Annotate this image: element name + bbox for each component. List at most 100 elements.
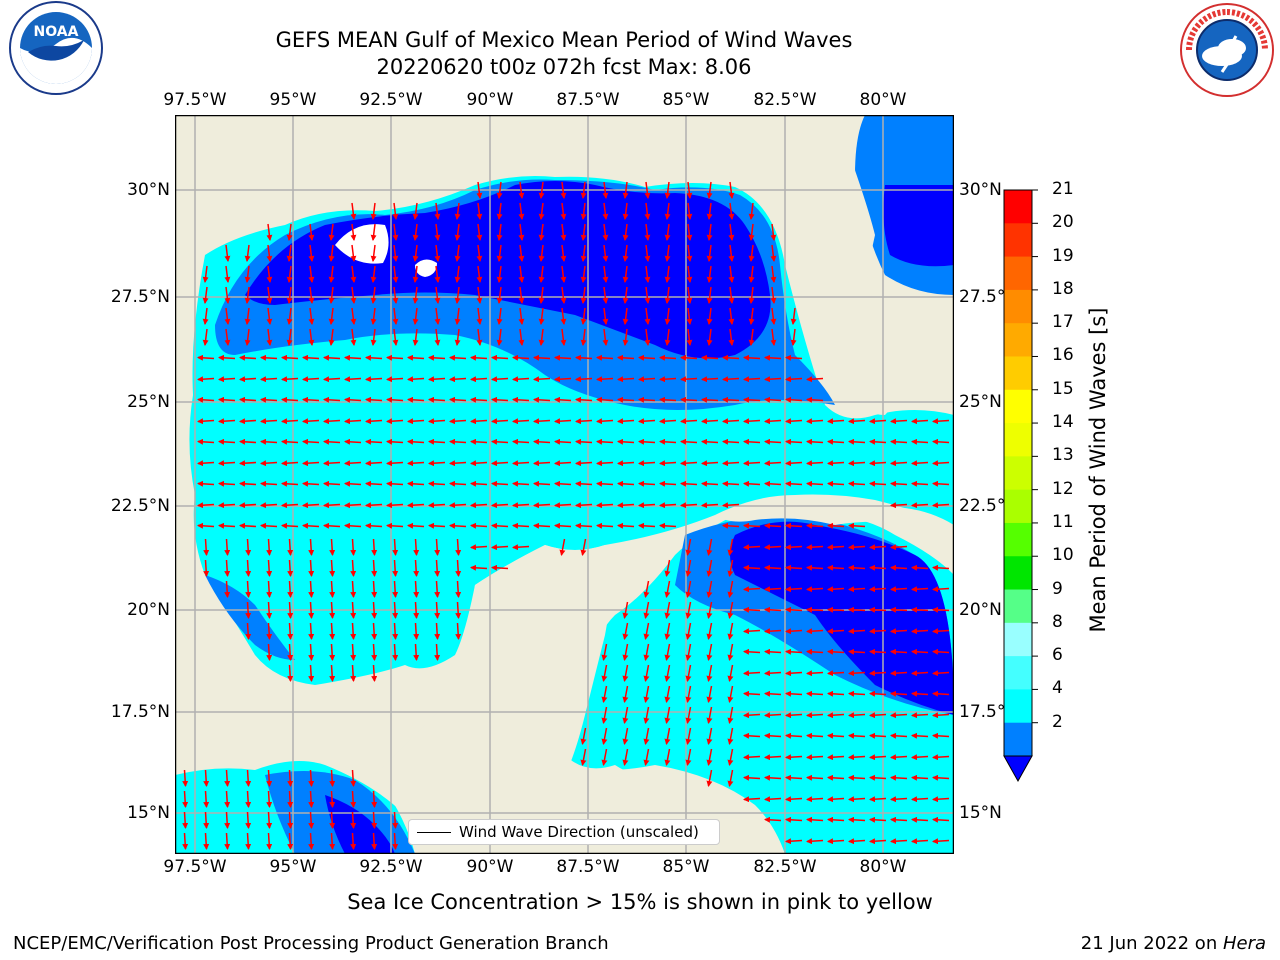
wind-arrow xyxy=(806,774,824,781)
wind-arrow xyxy=(911,816,929,823)
wind-arrow xyxy=(533,522,551,529)
wind-arrow xyxy=(491,480,509,487)
wind-arrow xyxy=(575,396,593,403)
colorbar-segment xyxy=(1004,722,1032,757)
colorbar-segment xyxy=(1004,489,1032,524)
wind-arrow xyxy=(224,559,231,577)
wind-arrow xyxy=(302,522,320,529)
wind-arrow xyxy=(785,754,803,761)
wind-arrow xyxy=(827,648,845,655)
wind-arrow xyxy=(728,202,735,220)
wind-arrow xyxy=(785,628,803,635)
wind-arrow xyxy=(512,376,530,383)
dark-blue-pacific xyxy=(325,795,395,854)
wind-arrow xyxy=(239,354,257,361)
wind-arrow xyxy=(308,580,315,598)
wind-arrow xyxy=(287,664,294,682)
wind-arrow xyxy=(748,244,755,262)
wind-arrow xyxy=(470,564,488,571)
wind-arrow xyxy=(308,286,315,304)
wind-arrow xyxy=(643,643,650,661)
wind-arrow xyxy=(764,606,782,613)
wind-arrow xyxy=(580,727,587,745)
wind-arrow xyxy=(722,460,740,467)
wind-arrow xyxy=(476,223,483,241)
noaa-logo: NOAA xyxy=(8,0,104,100)
wind-arrow xyxy=(197,354,215,361)
wind-arrow xyxy=(449,418,467,425)
lon-label-bottom-3: 92.5°W xyxy=(359,857,423,877)
wind-arrow xyxy=(785,396,803,403)
lon-label-bottom-1: 97.5°W xyxy=(163,857,227,877)
wind-arrow xyxy=(743,480,761,487)
wind-arrow xyxy=(890,670,908,677)
wind-arrow xyxy=(659,354,677,361)
wind-arrow xyxy=(533,396,551,403)
wind-arrow xyxy=(770,223,777,241)
wind-arrow xyxy=(370,202,377,220)
wind-arrow xyxy=(371,559,378,577)
wind-arrow xyxy=(622,202,629,220)
wind-arrow xyxy=(911,480,929,487)
wind-arrow xyxy=(365,396,383,403)
wind-arrow xyxy=(664,265,671,283)
wind-arrow xyxy=(664,328,671,346)
wind-arrow xyxy=(806,376,824,383)
wind-arrow xyxy=(644,328,651,346)
wind-arrow xyxy=(308,601,315,619)
wind-arrow xyxy=(785,648,803,655)
wind-arrow xyxy=(266,622,273,640)
wind-arrow xyxy=(911,586,929,593)
wind-arrow xyxy=(727,727,734,745)
wind-arrow xyxy=(260,480,278,487)
wind-arrow xyxy=(218,480,236,487)
wind-arrow xyxy=(518,286,525,304)
wind-arrow xyxy=(643,622,650,640)
wind-arrow xyxy=(428,522,446,529)
wind-arrow xyxy=(911,418,929,425)
wind-arrow xyxy=(392,538,399,556)
wind-arrow xyxy=(286,307,293,325)
wind-arrow xyxy=(664,601,671,619)
wind-arrow xyxy=(764,754,782,761)
wind-arrow xyxy=(329,538,336,556)
colorbar-tick-label: 20 xyxy=(1052,212,1074,233)
wind-arrow xyxy=(848,648,866,655)
wind-arrow xyxy=(890,606,908,613)
colorbar-tick-label: 19 xyxy=(1052,245,1074,266)
wind-arrow xyxy=(890,816,908,823)
lat-label-left-2: 27.5°N xyxy=(110,287,170,307)
wind-arrow xyxy=(518,223,525,241)
wind-arrow xyxy=(434,601,441,619)
wind-arrow xyxy=(329,790,336,808)
wind-arrow xyxy=(412,244,419,262)
wind-arrow xyxy=(245,580,252,598)
wind-arrow xyxy=(727,769,734,787)
wind-arrow xyxy=(350,664,357,682)
wind-arrow xyxy=(344,418,362,425)
wind-arrow xyxy=(622,706,629,724)
wind-arrow xyxy=(496,181,503,199)
wind-arrow xyxy=(224,538,231,556)
wind-arrow xyxy=(622,265,629,283)
wind-arrow xyxy=(371,790,378,808)
wind-arrow xyxy=(412,307,419,325)
wind-arrow xyxy=(770,286,777,304)
wind-arrow xyxy=(727,538,734,556)
wind-arrow xyxy=(638,376,656,383)
white-patch-2 xyxy=(415,259,437,277)
wind-arrow xyxy=(476,328,483,346)
wind-arrow xyxy=(644,265,651,283)
wind-arrow xyxy=(764,522,782,529)
wind-arrow xyxy=(344,480,362,487)
wind-arrow xyxy=(596,460,614,467)
gulf-map xyxy=(175,115,954,854)
wind-arrow xyxy=(365,418,383,425)
wind-arrow xyxy=(848,690,866,697)
wind-arrow xyxy=(491,564,509,571)
wind-arrow xyxy=(203,790,210,808)
wind-arrow xyxy=(413,580,420,598)
wind-arrow xyxy=(308,328,315,346)
wind-arrow xyxy=(728,223,735,241)
colorbar-tick-label: 6 xyxy=(1052,645,1063,666)
